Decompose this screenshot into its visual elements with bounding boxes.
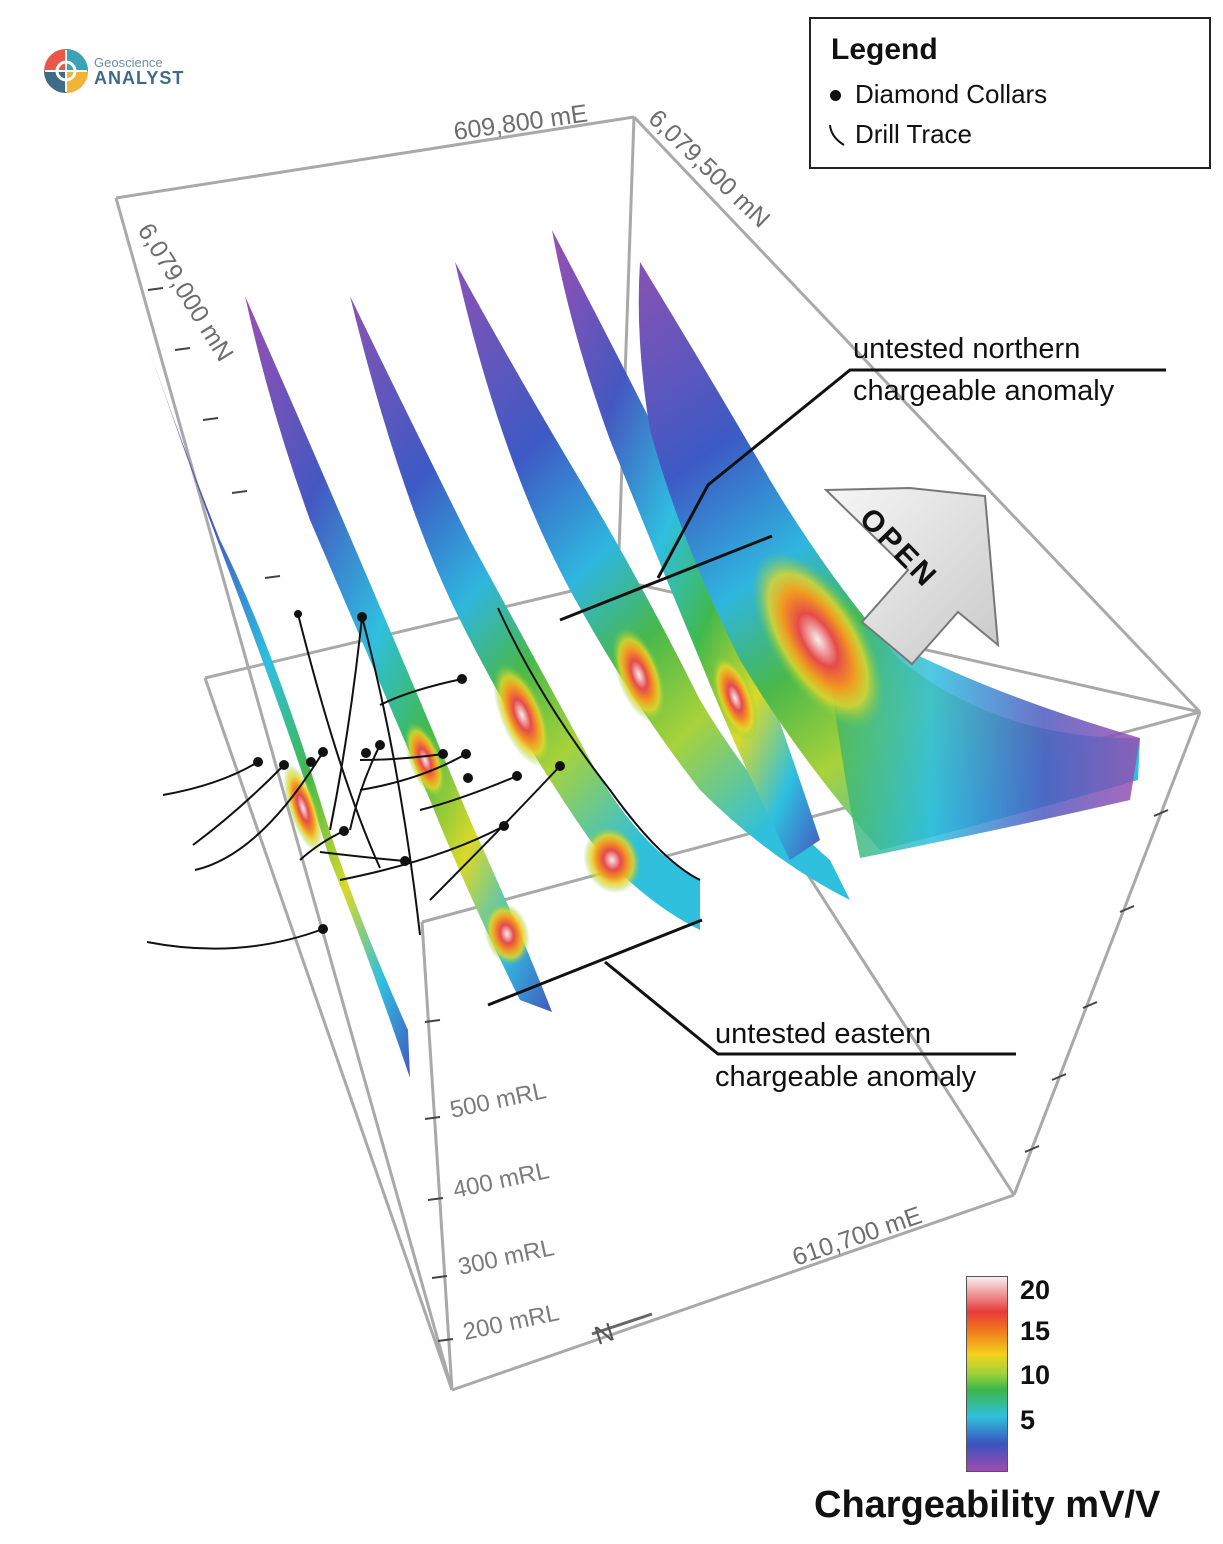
section-2 [245,296,552,1012]
colorbar-tick-20: 20 [1020,1275,1051,1305]
collar-dot-icon [825,81,855,109]
logo-top-text: Geoscience [94,54,163,70]
elevation-500-label: 500 mRL [448,1077,549,1124]
diamond-collars [253,610,565,934]
easting-top-label: 609,800 mE [452,99,589,145]
colorbar [966,1276,1008,1472]
drill-trace-icon [825,121,855,149]
section-wing [820,600,1140,858]
colorbar-tick-5: 5 [1020,1405,1036,1435]
colorbar-gradient [967,1277,1007,1471]
northern-anomaly-line-1: untested northern [853,333,1080,365]
chargeability-sections [146,230,1140,1078]
colorbar-title: Chargeability mV/V [814,1484,1161,1526]
colorbar-tick-15: 15 [1020,1316,1051,1346]
north-arrow-label: N [591,1316,618,1350]
drill-traces [146,607,701,950]
open-arrow: OPEN [823,486,1000,666]
legend-item-diamond-collars: Diamond Collars [825,79,1047,110]
legend-item-drill-trace: Drill Trace [825,119,972,150]
elevation-300-label: 300 mRL [456,1234,557,1281]
geoscience-analyst-logo: Geoscience ANALYST [43,48,184,94]
elevation-200-label: 200 mRL [461,1299,562,1346]
callout-lines [487,368,1166,1056]
easting-bottom-label: 610,700 mE [789,1201,926,1271]
northing-right-label: 6,079,500 mN [643,104,775,233]
legend-title: Legend [831,33,938,66]
north-arrow: N [591,1312,653,1351]
northing-left-label: 6,079,000 mN [132,218,239,366]
logo-bottom-text: ANALYST [94,67,185,88]
section-3 [350,296,700,930]
eastern-anomaly-line-2: chargeable anomaly [715,1061,977,1093]
legend-box: Legend Diamond Collars Drill Trace [809,17,1211,169]
colorbar-tick-10: 10 [1020,1360,1051,1390]
section-1 [146,340,410,1078]
legend-item-label: Drill Trace [855,119,973,149]
logo-mark-icon [44,49,88,93]
elevation-400-label: 400 mRL [451,1157,552,1204]
legend-item-label: Diamond Collars [855,79,1048,109]
axis-ticks [147,287,1169,1342]
northern-anomaly-line-2: chargeable anomaly [853,375,1115,407]
eastern-anomaly-line-1: untested eastern [715,1018,931,1050]
